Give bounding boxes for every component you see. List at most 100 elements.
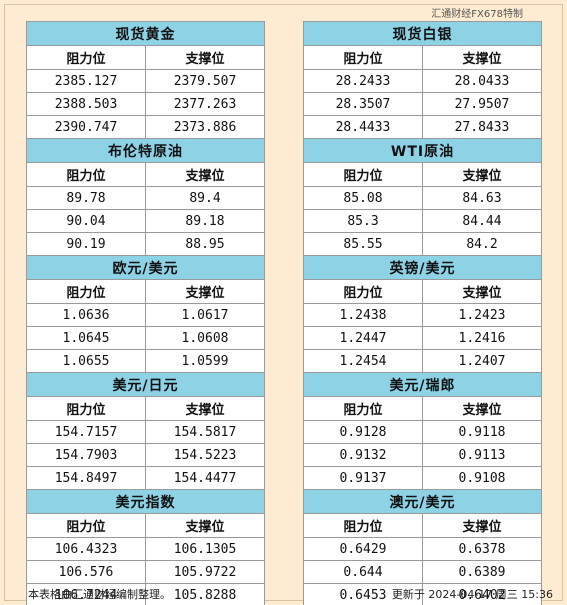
panel-title: 现货白银 [303,21,542,46]
resistance-header: 阻力位 [303,279,423,304]
support-value: 154.5223 [145,443,265,467]
panel-title-row: 美元/瑞郎 [303,372,542,397]
table-row: 0.644 0.6389 [303,560,542,584]
support-header: 支撑位 [145,513,265,538]
table-row: 89.78 89.4 [26,186,265,210]
resistance-header: 阻力位 [26,162,146,187]
support-header: 支撑位 [422,513,542,538]
resistance-value: 89.78 [26,186,146,210]
right-column: 现货白银 阻力位 支撑位 28.2433 28.0433 28.3507 27.9507 28… [303,21,542,605]
table-row: 28.3507 27.9507 [303,92,542,116]
support-value: 2373.886 [145,115,265,139]
table-row: 28.2433 28.0433 [303,69,542,93]
support-value: 105.8288 [145,583,265,605]
resistance-value: 85.55 [303,232,423,256]
table-row: 90.04 89.18 [26,209,265,233]
support-value: 0.9118 [422,420,542,444]
support-value: 1.2416 [422,326,542,350]
watermark: 汇通财经FX678特制 [431,9,523,20]
resistance-value: 28.2433 [303,69,423,93]
resistance-value: 28.4433 [303,115,423,139]
resistance-value: 0.644 [303,560,423,584]
resistance-header: 阻力位 [26,45,146,70]
support-header: 支撑位 [422,45,542,70]
panel-header-row: 阻力位 支撑位 [303,396,542,421]
table-row: 1.2438 1.2423 [303,303,542,327]
support-value: 106.1305 [145,537,265,561]
panel-header-row: 阻力位 支撑位 [303,45,542,70]
panel-title-row: 澳元/美元 [303,489,542,514]
resistance-value: 1.2454 [303,349,423,373]
support-header: 支撑位 [145,45,265,70]
support-value: 0.6389 [422,560,542,584]
support-header: 支撑位 [145,279,265,304]
support-header: 支撑位 [422,396,542,421]
panel-title: 欧元/美元 [26,255,265,280]
panel-title-row: 欧元/美元 [26,255,265,280]
resistance-value: 90.19 [26,232,146,256]
support-value: 0.9108 [422,466,542,490]
resistance-value: 106.7244 [26,583,146,605]
resistance-value: 28.3507 [303,92,423,116]
panel-title-row: 现货黄金 [26,21,265,46]
resistance-value: 1.0636 [26,303,146,327]
panel-title-row: 美元/日元 [26,372,265,397]
support-value: 1.0599 [145,349,265,373]
panel-title: 美元/日元 [26,372,265,397]
resistance-header: 阻力位 [303,162,423,187]
table-row: 85.55 84.2 [303,232,542,256]
panel-header-row: 阻力位 支撑位 [26,396,265,421]
panel-title: 美元指数 [26,489,265,514]
resistance-value: 0.9128 [303,420,423,444]
resistance-value: 85.08 [303,186,423,210]
support-header: 支撑位 [422,279,542,304]
table-row: 85.3 84.44 [303,209,542,233]
resistance-value: 1.0655 [26,349,146,373]
panel-header-row: 阻力位 支撑位 [26,513,265,538]
table-row: 90.19 88.95 [26,232,265,256]
support-value: 1.0617 [145,303,265,327]
resistance-value: 2385.127 [26,69,146,93]
table-row: 28.4433 27.8433 [303,115,542,139]
panel-title-row: 布伦特原油 [26,138,265,163]
table-row: 1.0636 1.0617 [26,303,265,327]
table-row: 106.576 105.9722 [26,560,265,584]
support-value: 0.6402 [422,583,542,605]
panel-table: 现货白银 阻力位 支撑位 28.2433 28.0433 28.3507 27.9507 28… [303,21,542,605]
panel-header-row: 阻力位 支撑位 [26,45,265,70]
panel-header-row: 阻力位 支撑位 [26,162,265,187]
footer-note: 本表格由汇通财经编制整理。 [28,588,171,601]
resistance-value: 0.6453 [303,583,423,605]
panel-header-row: 阻力位 支撑位 [303,513,542,538]
panel-table: 现货黄金 阻力位 支撑位 2385.127 2379.507 2388.503 2377.2… [26,21,265,605]
table-row: 0.9137 0.9108 [303,466,542,490]
panel-title: 布伦特原油 [26,138,265,163]
support-header: 支撑位 [145,162,265,187]
table-row: 85.08 84.63 [303,186,542,210]
table-row: 1.2447 1.2416 [303,326,542,350]
panel-title: 澳元/美元 [303,489,542,514]
table-row: 154.7903 154.5223 [26,443,265,467]
panel-title-row: 美元指数 [26,489,265,514]
panel-title-row: 现货白银 [303,21,542,46]
table-row: 0.9132 0.9113 [303,443,542,467]
resistance-value: 85.3 [303,209,423,233]
panel-title: 英镑/美元 [303,255,542,280]
table-row: 0.6453 0.6402 [303,583,542,605]
panel-title: WTI原油 [303,138,542,163]
panel-header-row: 阻力位 支撑位 [303,279,542,304]
support-value: 0.9113 [422,443,542,467]
support-value: 84.63 [422,186,542,210]
table-row: 2390.747 2373.886 [26,115,265,139]
table-row: 2388.503 2377.263 [26,92,265,116]
support-value: 154.4477 [145,466,265,490]
table-row: 1.0655 1.0599 [26,349,265,373]
resistance-value: 0.6429 [303,537,423,561]
panel-title-row: WTI原油 [303,138,542,163]
panel-header-row: 阻力位 支撑位 [26,279,265,304]
support-header: 支撑位 [145,396,265,421]
frame [4,4,563,601]
panel-title: 现货黄金 [26,21,265,46]
resistance-header: 阻力位 [26,279,146,304]
resistance-header: 阻力位 [303,396,423,421]
